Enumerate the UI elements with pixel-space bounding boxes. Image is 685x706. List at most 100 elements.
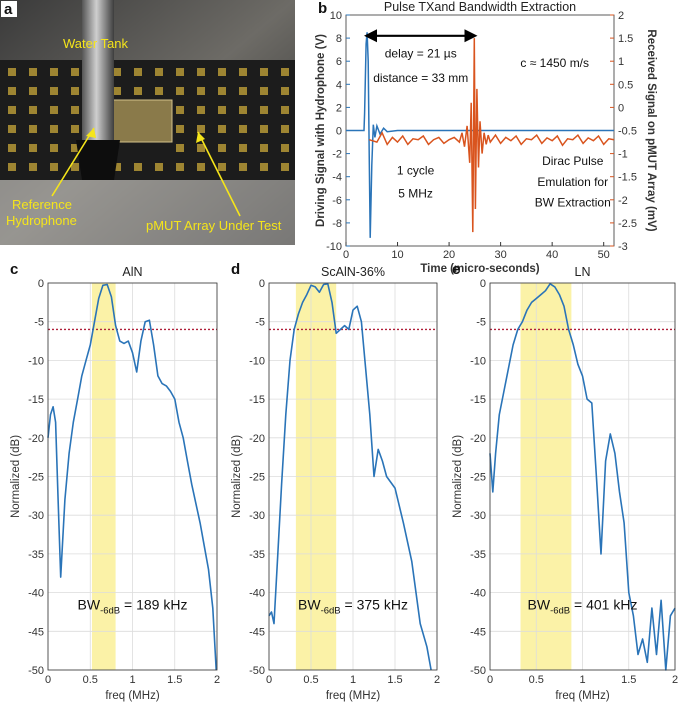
- pmut-pointer-head: [196, 132, 205, 143]
- chart-c: 0 0.5 1 1.5 2-50-45-40-35-30-25-20-15-10-50A…: [10, 261, 220, 702]
- pcb-pad: [113, 87, 121, 95]
- pcb-pad: [197, 106, 205, 114]
- y2-tick-label-b: -1.5: [618, 172, 637, 184]
- x-tick-label-e: 2: [672, 674, 678, 686]
- y2-tick-label-b: -0.5: [618, 126, 637, 138]
- pcb-pad: [29, 106, 37, 114]
- y2-axis-label-b: Received Signal on pMUT Array (mV): [645, 29, 657, 231]
- pcb-pad: [134, 87, 142, 95]
- y-tick-label-b: -6: [332, 195, 342, 207]
- y-tick-label-d: -30: [249, 510, 265, 522]
- pcb-pad: [260, 125, 268, 133]
- y-tick-label-e: -35: [470, 549, 486, 561]
- pcb-pad: [197, 125, 205, 133]
- x-tick-label-d: 1.5: [387, 674, 402, 686]
- y-tick-label-d: -5: [255, 317, 265, 329]
- y-axis-label-b: Driving Signal with Hydrophone (V): [315, 34, 327, 227]
- annotation-b: 1 cycle: [397, 163, 435, 177]
- pcb-pad: [8, 144, 16, 152]
- y2-tick-label-b: 2: [618, 10, 624, 22]
- y-tick-label-d: -10: [249, 355, 265, 367]
- pcb-pad: [71, 68, 79, 76]
- y-tick-label-b: -2: [332, 149, 342, 161]
- y-tick-label-e: -5: [476, 317, 486, 329]
- pcb-pad: [29, 125, 37, 133]
- x-tick-label-d: 0.5: [303, 674, 318, 686]
- pcb-pad: [71, 125, 79, 133]
- y-tick-label-b: -8: [332, 218, 342, 230]
- pcb-pad: [176, 68, 184, 76]
- pcb-pad: [281, 106, 289, 114]
- pcb-pad: [260, 87, 268, 95]
- pcb-pad: [197, 144, 205, 152]
- annotation-b: Dirac Pulse: [542, 154, 604, 168]
- y-tick-label-d: -40: [249, 588, 265, 600]
- response-line-c: [47, 283, 217, 671]
- pcb-pad: [239, 144, 247, 152]
- x-tick-label-e: 1: [579, 674, 585, 686]
- x-tick-label-c: 1.5: [167, 674, 182, 686]
- y-tick-label-e: -10: [470, 355, 486, 367]
- pcb-pad: [71, 163, 79, 171]
- pcb-pad: [218, 106, 226, 114]
- y-tick-label-e: -45: [470, 626, 486, 638]
- pcb-pad: [239, 163, 247, 171]
- water-tank-label: Water Tank: [63, 36, 129, 51]
- pcb-pad: [260, 144, 268, 152]
- x-tick-label-d: 2: [434, 674, 440, 686]
- bw-main-text: BW: [528, 597, 551, 613]
- y-tick-label-b: -4: [332, 172, 342, 184]
- pcb-pad: [29, 68, 37, 76]
- x-axis-label-c: freq (MHz): [105, 690, 159, 702]
- x-tick-label-b: 0: [343, 249, 349, 261]
- annotation-b: 5 MHz: [398, 186, 433, 200]
- y-tick-label-b: 8: [336, 33, 342, 45]
- annotation-b: delay = 21 µs: [385, 47, 457, 61]
- panel-letter-c: c: [10, 261, 18, 278]
- y-tick-label-c: -45: [28, 626, 44, 638]
- pcb-pad: [29, 163, 37, 171]
- x-tick-label-b: 20: [443, 249, 455, 261]
- pcb-pad: [8, 68, 16, 76]
- panel-letter-e: e: [452, 261, 460, 278]
- reference-pointer-head: [86, 128, 96, 138]
- pcb-pad: [281, 87, 289, 95]
- pcb-pad: [239, 125, 247, 133]
- response-line-e: [489, 282, 676, 671]
- pcb-pad: [239, 68, 247, 76]
- bw-subscript: -6dB: [550, 606, 570, 617]
- y-axis-label-d: Normalized (dB): [231, 435, 243, 518]
- y2-tick-label-b: 1: [618, 56, 624, 68]
- x-tick-label-d: 0: [266, 674, 272, 686]
- y-tick-label-e: 0: [480, 278, 486, 290]
- x-tick-label-c: 0: [45, 674, 51, 686]
- pcb-pads: [8, 68, 289, 171]
- y-tick-label-d: -50: [249, 665, 265, 677]
- y-tick-label-b: 4: [336, 79, 342, 91]
- reference-label-line1: Reference: [12, 197, 72, 212]
- pcb-pad: [218, 68, 226, 76]
- x-axis-label-e: freq (MHz): [555, 690, 609, 702]
- hydrophone-holder: [76, 140, 120, 180]
- pcb-pad: [239, 106, 247, 114]
- pcb-pad: [29, 144, 37, 152]
- annotation-b: c ≈ 1450 m/s: [520, 56, 589, 70]
- pcb-pad: [50, 144, 58, 152]
- x-tick-label-b: 40: [546, 249, 558, 261]
- y-tick-label-c: -15: [28, 394, 44, 406]
- x-axis-label-b: Time (micro-seconds): [420, 263, 539, 275]
- panel-letter-a: a: [4, 1, 13, 18]
- y-tick-label-c: -5: [34, 317, 44, 329]
- y-tick-label-c: -40: [28, 588, 44, 600]
- pcb-pad: [71, 144, 79, 152]
- pcb-pad: [71, 106, 79, 114]
- x-tick-label-b: 10: [391, 249, 403, 261]
- y-tick-label-c: -20: [28, 433, 44, 445]
- x-tick-label-c: 0.5: [83, 674, 98, 686]
- pcb-pad: [8, 163, 16, 171]
- x-tick-label-c: 2: [214, 674, 220, 686]
- pcb-pad: [176, 125, 184, 133]
- pcb-pad: [197, 68, 205, 76]
- pcb-pad: [281, 125, 289, 133]
- y2-tick-label-b: -3: [618, 241, 628, 253]
